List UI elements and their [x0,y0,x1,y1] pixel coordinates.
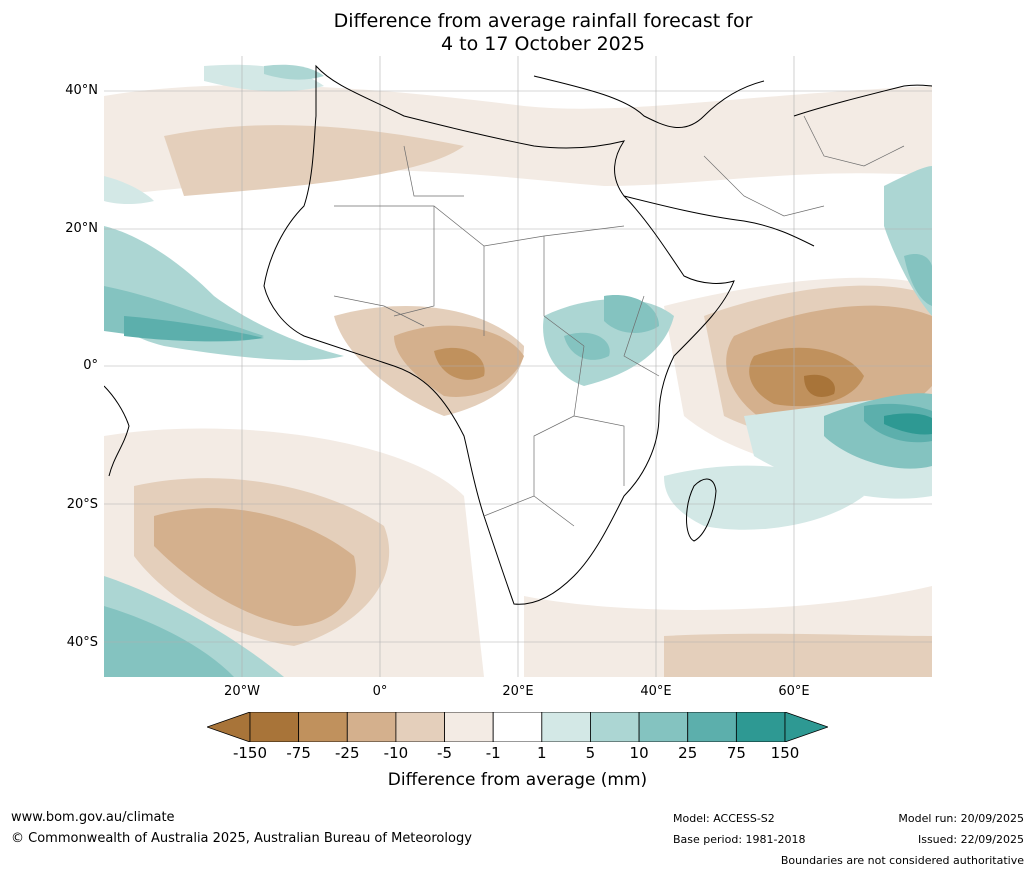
lon-label-0: 0° [372,684,388,699]
lat-label-40n: 40°N [65,83,98,98]
lat-label-20s: 20°S [66,497,98,512]
lon-label-60e: 60°E [778,684,810,699]
lon-label-20w: 20°W [224,684,260,699]
footer-model: Model: ACCESS-S2 [673,812,775,825]
footer-base-period: Base period: 1981-2018 [673,833,806,846]
anomaly-shading [104,64,932,677]
coastlines [103,64,933,605]
footer-copyright: © Commonwealth of Australia 2025, Austra… [11,831,472,846]
colorbar-segment [638,712,689,742]
country-borders [333,115,905,527]
colorbar-tick-label: -10 [383,744,409,762]
footer-website[interactable]: www.bom.gov.au/climate [11,810,175,825]
colorbar-tick-label: 5 [585,744,596,762]
colorbar-tick-label: 75 [726,744,746,762]
map-svg [103,56,933,677]
madagascar-coast [686,478,717,542]
colorbar-tick-label: 10 [629,744,649,762]
colorbar-below-arrow [207,712,251,742]
colorbar-segment [687,712,737,742]
colorbar-tick-label: 1 [537,744,547,762]
colorbar-tick-label: -150 [232,744,268,762]
colorbar-tick-label: 25 [678,744,698,762]
title-line-1: Difference from average rainfall forecas… [333,10,753,32]
lat-label-40s: 40°S [66,635,98,650]
colorbar-segment [395,712,445,742]
colorbar-segment [590,712,640,742]
colorbar-segment [346,712,397,742]
colorbar-segment [541,712,591,742]
graticule [104,56,932,677]
colorbar-tick-label: -25 [335,744,360,762]
lon-label-40e: 40°E [640,684,672,699]
colorbar-tick-label: -75 [286,744,311,762]
footer-issued: Issued: 22/09/2025 [917,833,1024,846]
colorbar-above-arrow [784,712,828,742]
forecast-map [103,56,933,677]
colorbar-label: Difference from average (mm) [387,770,648,790]
colorbar-tick-label: -1 [485,744,501,762]
colorbar-tick-label: -5 [437,744,453,762]
colorbar-segment [492,712,543,742]
colorbar-segment [249,712,300,742]
lon-label-20e: 20°E [502,684,534,699]
lat-label-0: 0° [83,358,98,373]
footer-disclaimer: Boundaries are not considered authoritat… [780,854,1024,867]
colorbar-tick-label: 150 [770,744,800,762]
chart-title: Difference from average rainfall forecas… [0,10,1035,56]
colorbar-segment [735,712,786,742]
footer-model-run: Model run: 20/09/2025 [898,812,1024,825]
colorbar-segment [444,712,494,742]
colorbar [207,712,828,742]
lat-label-20n: 20°N [65,221,98,236]
title-line-2: 4 to 17 October 2025 [441,33,645,55]
colorbar-segment [298,712,348,742]
